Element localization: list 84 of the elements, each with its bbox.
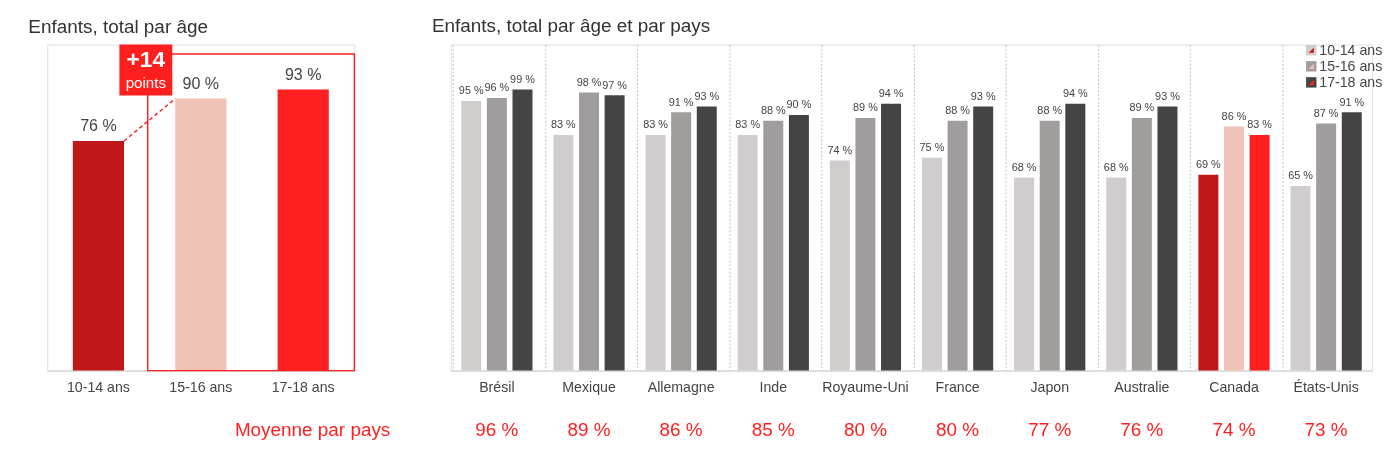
- bar: [973, 106, 994, 371]
- chart-title: Enfants, total par âge: [28, 16, 208, 38]
- bar: [1316, 123, 1337, 371]
- data-label: 65 %: [1288, 169, 1314, 182]
- text: 85 %: [751, 418, 796, 440]
- data-label: 88 %: [760, 104, 786, 117]
- data-label: 74 %: [827, 143, 853, 156]
- data-label: 75 %: [919, 141, 945, 154]
- text: 74 %: [1212, 418, 1256, 440]
- data-label: 94 %: [878, 87, 904, 100]
- data-label: 98 %: [576, 75, 602, 88]
- annotation: +14 points: [125, 46, 167, 92]
- bar: [1198, 174, 1219, 371]
- x-tick-label: 15-16 ans: [169, 378, 233, 395]
- data-label: 97 %: [602, 78, 628, 91]
- bar: [947, 120, 968, 371]
- data-label: 90 %: [182, 74, 220, 93]
- x-tick-label: Inde: [759, 378, 788, 395]
- bar: [1065, 103, 1086, 371]
- data-label: 90 %: [786, 98, 812, 111]
- bar: [696, 106, 717, 371]
- text: 80 %: [843, 418, 888, 440]
- bar: [671, 112, 692, 371]
- data-label: 83 %: [643, 118, 669, 131]
- text: 80 %: [936, 418, 980, 440]
- bar: [1131, 117, 1152, 371]
- bar: [1249, 134, 1270, 371]
- data-label: 68 %: [1011, 160, 1037, 173]
- data-label: 95 %: [458, 84, 484, 97]
- data-label: 68 %: [1103, 160, 1129, 173]
- data-label: 83 %: [735, 118, 761, 131]
- text: Moyenne par pays: [234, 418, 391, 440]
- text: 77 %: [1028, 418, 1072, 440]
- x-tick-label: Japon: [1030, 378, 1069, 395]
- data-label: 93 %: [970, 89, 996, 102]
- data-label: 99 %: [510, 72, 536, 85]
- bar: [604, 95, 625, 371]
- bar: [1224, 126, 1244, 371]
- bar: [763, 120, 784, 371]
- data-label: 94 %: [1062, 87, 1089, 100]
- legend-label: 15-16 ans: [1319, 58, 1383, 75]
- x-tick-label: Mexique: [562, 378, 616, 395]
- bar: [486, 98, 507, 371]
- x-tick-label: France: [935, 378, 980, 395]
- data-label: 88 %: [1037, 104, 1063, 117]
- x-tick-label: Canada: [1209, 378, 1259, 395]
- data-label: 93 %: [1155, 89, 1181, 102]
- chart-title: Enfants, total par âge et par pays: [431, 15, 711, 37]
- data-label: 76 %: [80, 116, 117, 135]
- x-tick-label: Allemagne: [647, 378, 715, 395]
- x-tick-label: Royaume-Uni: [822, 378, 909, 395]
- bar: [855, 117, 876, 371]
- text: 73 %: [1304, 418, 1348, 440]
- data-label: 89 %: [1129, 101, 1155, 114]
- data-label: 93 %: [284, 65, 322, 84]
- bar: [512, 89, 533, 371]
- data-label: 88 %: [945, 104, 971, 117]
- data-label: 96 %: [484, 81, 510, 94]
- x-tick-label: 10-14 ans: [66, 378, 130, 395]
- legend-label: 10-14 ans: [1319, 41, 1383, 58]
- legend-label: 17-18 ans: [1319, 74, 1383, 91]
- data-label: 93 %: [694, 89, 720, 102]
- bar: [579, 92, 599, 371]
- data-label: 86 %: [1221, 109, 1247, 122]
- data-label: 91 %: [1339, 95, 1365, 108]
- bar: [788, 115, 809, 371]
- text: 86 %: [659, 418, 703, 440]
- data-label: 91 %: [668, 95, 694, 108]
- bar: [1341, 112, 1362, 371]
- bar: [881, 103, 902, 371]
- data-label: 89 %: [853, 101, 879, 114]
- text: 76 %: [1120, 418, 1164, 440]
- x-tick-label: États-Unis: [1293, 378, 1359, 395]
- text: 89 %: [567, 418, 611, 440]
- x-tick-label: Australie: [1114, 378, 1170, 395]
- bar: [1039, 120, 1060, 371]
- x-tick-label: 17-18 ans: [271, 378, 335, 395]
- data-label: 83 %: [550, 118, 577, 131]
- data-label: 83 %: [1247, 118, 1273, 131]
- data-label: 69 %: [1195, 158, 1222, 171]
- data-label: 87 %: [1313, 107, 1339, 119]
- bar: [1157, 106, 1178, 371]
- x-tick-label: Brésil: [479, 378, 515, 395]
- text: 96 %: [475, 418, 519, 440]
